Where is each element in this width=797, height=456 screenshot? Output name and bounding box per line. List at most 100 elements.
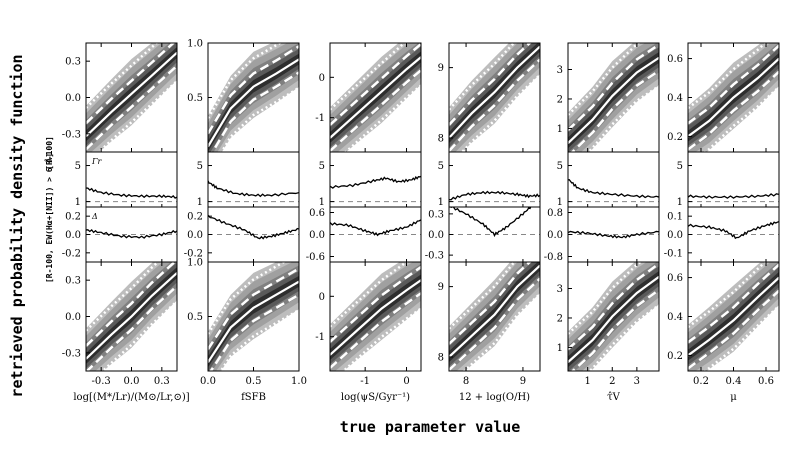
diagnostic-curve (568, 179, 659, 199)
lower-percentile-line (587, 304, 659, 371)
upper-quartile-line (568, 43, 659, 131)
panel-frame (448, 261, 541, 372)
row-label-bottom: [R-100, EW(Hα+[NII]) > 6 Å] (44, 153, 54, 283)
lower-quartile-line (449, 277, 540, 371)
density-contour (568, 271, 659, 368)
density-contour (208, 275, 299, 368)
density-contour (568, 52, 659, 149)
x-tick-label: 0.4 (726, 376, 742, 387)
y-tick-label: 0.5 (187, 312, 203, 323)
y-tick-label: 0.3 (65, 57, 81, 68)
x-tick-label: 9 (520, 376, 526, 387)
y-tick-label: 0.4 (667, 312, 683, 323)
upper-quartile-line (86, 43, 176, 125)
y-tick-label: -1 (315, 113, 325, 124)
y-tick-label: -0.6 (306, 252, 325, 263)
diagnostic-curve (86, 187, 177, 199)
x-tick-label: -1 (360, 376, 370, 387)
diagnostic-curve (449, 207, 532, 238)
y-tick-label: 1 (75, 197, 81, 208)
y-tick-label: 1.0 (187, 39, 203, 50)
lower-quartile-line (688, 70, 779, 151)
upper-quartile-line (208, 45, 299, 135)
diagnostic-curve (449, 190, 540, 201)
density-panel-4 (86, 262, 177, 371)
y-tick-label: 1 (677, 197, 683, 208)
y-tick-label: 0.0 (428, 230, 444, 241)
diagnostic-panel-2 (688, 193, 779, 203)
panel-frame (567, 261, 660, 372)
panel-frame (567, 151, 660, 208)
density-panel-4 (688, 262, 779, 371)
density-contour (449, 262, 540, 363)
diagnostic-panel-3 (568, 230, 659, 239)
y-tick-label: -1 (315, 332, 325, 343)
upper-quartile-line (688, 44, 779, 125)
diagnostic-panel-2 (208, 180, 299, 203)
y-tick-label: -0.3 (62, 348, 81, 359)
lower-quartile-line (86, 285, 177, 371)
panel-column-3: -1 0 1 5 -0.6 0.0 0.6 -1 0 -1 0 log(ψS/Gyr⁻¹) (306, 42, 422, 403)
density-panel-1 (568, 43, 659, 152)
figure-xlabel: true parameter value (340, 418, 521, 436)
density-panel-4 (449, 262, 540, 371)
lower-percentile-line (341, 307, 421, 371)
y-tick-label: -0.8 (544, 252, 563, 263)
lower-quartile-line (570, 69, 659, 152)
x-tick-label: 3 (634, 376, 640, 387)
x-tick-label: 0.2 (693, 376, 709, 387)
y-tick-label: -0.2 (184, 248, 203, 259)
y-tick-label: 0.0 (65, 93, 81, 104)
y-tick-label: 8 (438, 352, 444, 363)
upper-quartile-line (449, 43, 532, 126)
y-tick-label: 0.0 (65, 230, 81, 241)
median-line (449, 264, 540, 358)
median-line (86, 272, 177, 360)
panel-letter: Γr (91, 157, 103, 166)
lower-quartile-line (209, 293, 299, 371)
panel-letter: Δ (91, 212, 98, 221)
density-panel-1 (688, 43, 779, 152)
diagnostic-panel-2 (568, 179, 659, 203)
density-panel-4 (330, 262, 421, 371)
x-tick-label: -0.3 (92, 376, 111, 387)
density-contour (208, 53, 299, 152)
panel-column-2: 0.5 1.0 1 5 -0.2 0.0 0.2 0.5 1.0 0.0 0.5 1.0 fSFB (184, 39, 307, 404)
lower-percentile-line (97, 80, 177, 152)
lower-percentile-line (703, 85, 779, 152)
panel-frame (448, 151, 541, 208)
y-tick-label: 0.2 (667, 351, 683, 362)
upper-quartile-line (568, 262, 659, 351)
upper-percentile-line (449, 262, 516, 330)
y-tick-label: 0.0 (667, 230, 683, 241)
lower-quartile-line (86, 64, 177, 151)
density-panel-4 (208, 262, 299, 371)
panel-grid: -0.30.00.315 Γr-0.20.00.2 Δ-0.30.00.3-0.3 0… (62, 39, 780, 404)
median-line (449, 45, 540, 139)
y-tick-label: 0.2 (667, 132, 683, 143)
y-tick-label: 0 (319, 73, 325, 84)
x-tick-label: 0.3 (154, 376, 170, 387)
y-tick-label: 5 (197, 161, 203, 172)
y-tick-label: 0.2 (187, 212, 203, 223)
row-label-top: [R-100] (45, 136, 54, 170)
y-tick-label: 5 (677, 161, 683, 172)
lower-percentile-line (703, 304, 779, 371)
x-tick-label: 0.6 (758, 376, 774, 387)
y-tick-label: 5 (319, 161, 325, 172)
x-tick-label: 1 (584, 376, 590, 387)
x-tick-label: 0 (403, 376, 409, 387)
diagnostic-panel-3 (688, 221, 779, 240)
panel-column-6: 0.2 0.4 0.6 1 5 -0.1 0.0 0.1 0.2 0.4 0.6 0.2 0.4 0.6 μ (664, 42, 780, 403)
diagnostic-panel-3 (208, 214, 299, 240)
y-tick-label: 0.8 (547, 208, 563, 219)
panel-frame (207, 151, 300, 208)
median-line (208, 280, 299, 363)
y-tick-label: 0.0 (547, 230, 563, 241)
upper-percentile-line (208, 262, 287, 335)
y-tick-label: 5 (75, 161, 81, 172)
y-tick-label: 0.1 (667, 212, 683, 223)
y-tick-label: 1 (557, 124, 563, 135)
diagnostic-curve (568, 230, 659, 239)
